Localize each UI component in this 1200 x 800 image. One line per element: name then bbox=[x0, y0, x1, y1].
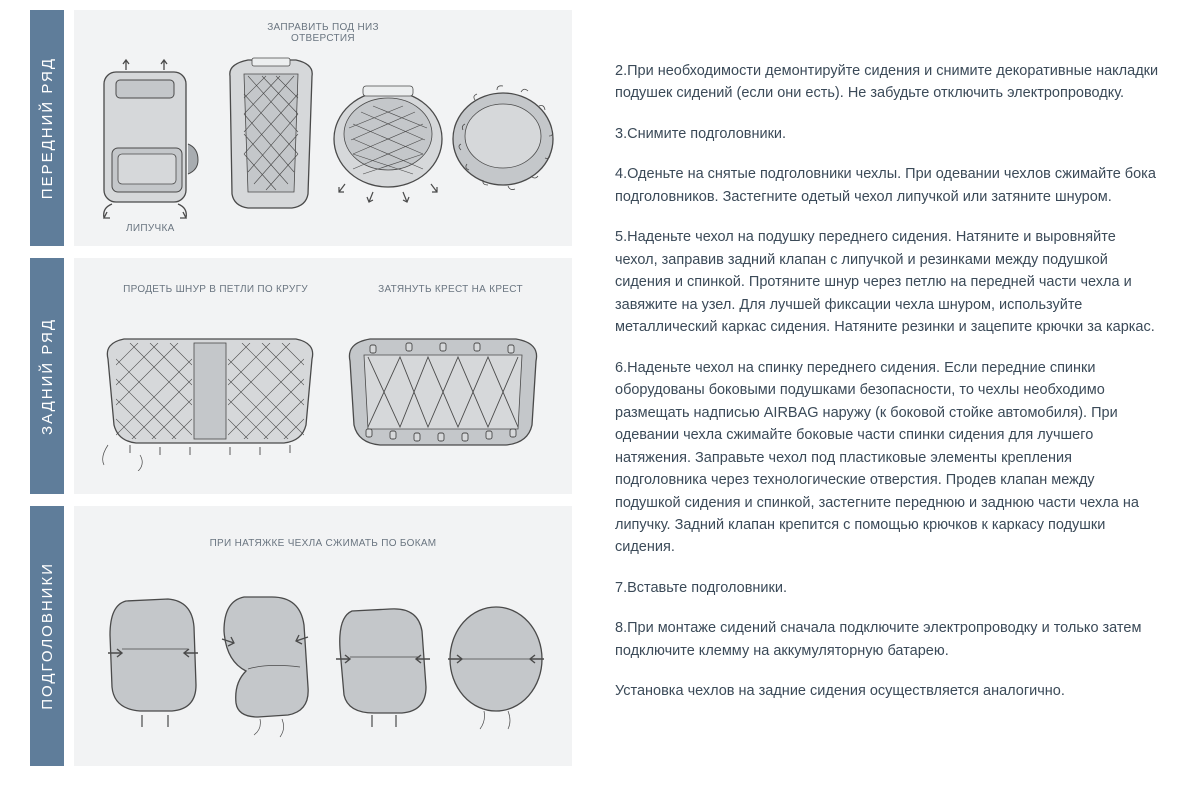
instructions-column: 2.При необходимости демонтируйте сидения… bbox=[565, 0, 1200, 800]
instruction-7: 7.Вставьте подголовники. bbox=[615, 577, 1160, 599]
instruction-8: 8.При монтаже сидений сначала подключите… bbox=[615, 617, 1160, 662]
tab-front-label: ПЕРЕДНИЙ РЯД bbox=[39, 57, 56, 199]
tab-front: ПЕРЕДНИЙ РЯД bbox=[30, 10, 64, 246]
rear-caption-left: ПРОДЕТЬ ШНУР В ПЕТЛИ ПО КРУГУ bbox=[123, 284, 308, 295]
tab-rear-label: ЗАДНИЙ РЯД bbox=[39, 318, 56, 435]
rear-caption-right: ЗАТЯНУТЬ КРЕСТ НА КРЕСТ bbox=[378, 284, 523, 295]
instruction-4: 4.Оденьте на снятые подголовники чехлы. … bbox=[615, 163, 1160, 208]
section-headrests: ПОДГОЛОВНИКИ ПРИ НАТЯЖКЕ ЧЕХЛА СЖИМАТЬ П… bbox=[30, 506, 565, 766]
tab-headrests-label: ПОДГОЛОВНИКИ bbox=[39, 562, 56, 710]
instruction-6: 6.Наденьте чехол на спинку переднего сид… bbox=[615, 357, 1160, 559]
rear-illustration bbox=[88, 299, 558, 482]
panel-rear: ПРОДЕТЬ ШНУР В ПЕТЛИ ПО КРУГУ ЗАТЯНУТЬ К… bbox=[74, 258, 572, 494]
panel-headrests: ПРИ НАТЯЖКЕ ЧЕХЛА СЖИМАТЬ ПО БОКАМ bbox=[74, 506, 572, 766]
front-caption-top: ЗАПРАВИТЬ ПОД НИЗ ОТВЕРСТИЯ bbox=[88, 22, 558, 44]
panel-front: ЗАПРАВИТЬ ПОД НИЗ ОТВЕРСТИЯ bbox=[74, 10, 572, 246]
instruction-2: 2.При необходимости демонтируйте сидения… bbox=[615, 60, 1160, 105]
headrests-illustration bbox=[88, 557, 558, 754]
headrests-caption: ПРИ НАТЯЖКЕ ЧЕХЛА СЖИМАТЬ ПО БОКАМ bbox=[88, 538, 558, 549]
front-caption-bottom: ЛИПУЧКА bbox=[88, 223, 558, 234]
tab-headrests: ПОДГОЛОВНИКИ bbox=[30, 506, 64, 766]
section-rear-row: ЗАДНИЙ РЯД ПРОДЕТЬ ШНУР В ПЕТЛИ ПО КРУГУ… bbox=[30, 258, 565, 494]
tab-rear: ЗАДНИЙ РЯД bbox=[30, 258, 64, 494]
rear-captions: ПРОДЕТЬ ШНУР В ПЕТЛИ ПО КРУГУ ЗАТЯНУТЬ К… bbox=[88, 284, 558, 295]
instruction-9: Установка чехлов на задние сидения осуще… bbox=[615, 680, 1160, 702]
instruction-3: 3.Снимите подголовники. bbox=[615, 123, 1160, 145]
section-front-row: ПЕРЕДНИЙ РЯД ЗАПРАВИТЬ ПОД НИЗ ОТВЕРСТИЯ bbox=[30, 10, 565, 246]
diagram-column: ПЕРЕДНИЙ РЯД ЗАПРАВИТЬ ПОД НИЗ ОТВЕРСТИЯ bbox=[0, 0, 565, 800]
instruction-5: 5.Наденьте чехол на подушку переднего си… bbox=[615, 226, 1160, 338]
front-illustration bbox=[88, 48, 558, 219]
